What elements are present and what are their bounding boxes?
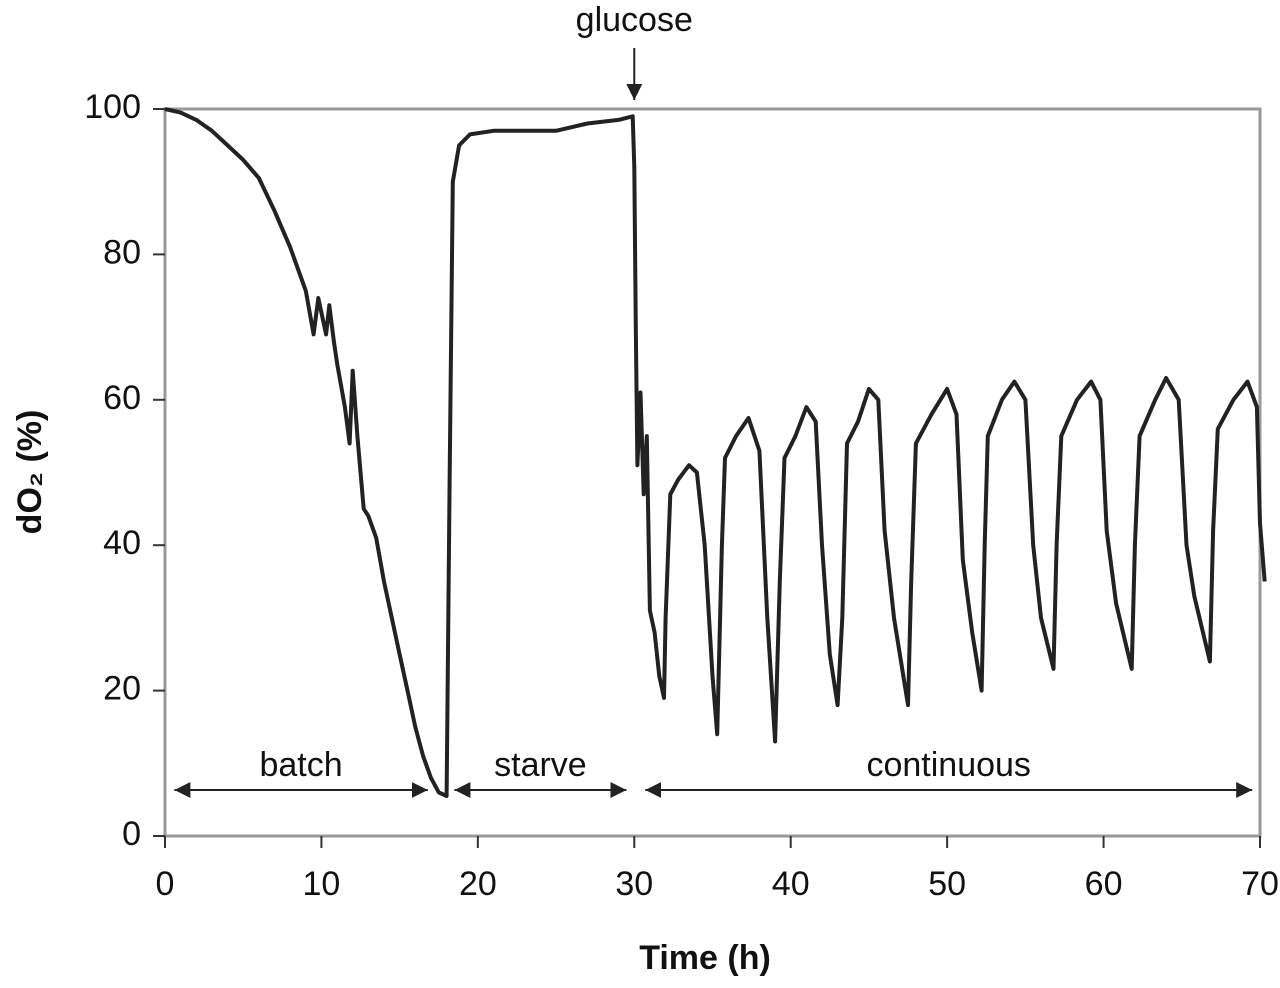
y-tick-label: 20	[103, 670, 141, 708]
phase-label: starve	[494, 746, 587, 784]
y-tick-label: 60	[103, 379, 141, 417]
x-axis-label: Time (h)	[639, 939, 771, 977]
x-tick-label: 10	[303, 865, 341, 903]
y-tick-label: 40	[103, 524, 141, 562]
phase-label: continuous	[866, 746, 1030, 784]
x-tick-label: 20	[459, 865, 497, 903]
x-tick-label: 70	[1241, 865, 1279, 903]
y-tick-label: 100	[84, 88, 141, 126]
x-tick-label: 40	[772, 865, 810, 903]
x-tick-label: 50	[928, 865, 966, 903]
y-axis-label: dO₂ (%)	[11, 410, 49, 535]
plot-frame	[163, 107, 1262, 838]
x-tick-label: 30	[615, 865, 653, 903]
x-tick-label: 0	[156, 865, 175, 903]
phase-label: batch	[259, 746, 342, 784]
y-tick-label: 80	[103, 233, 141, 271]
y-tick-label: 0	[122, 815, 141, 853]
x-tick-label: 60	[1085, 865, 1123, 903]
annotation-label: glucose	[576, 1, 693, 39]
data-line	[164, 107, 1267, 798]
